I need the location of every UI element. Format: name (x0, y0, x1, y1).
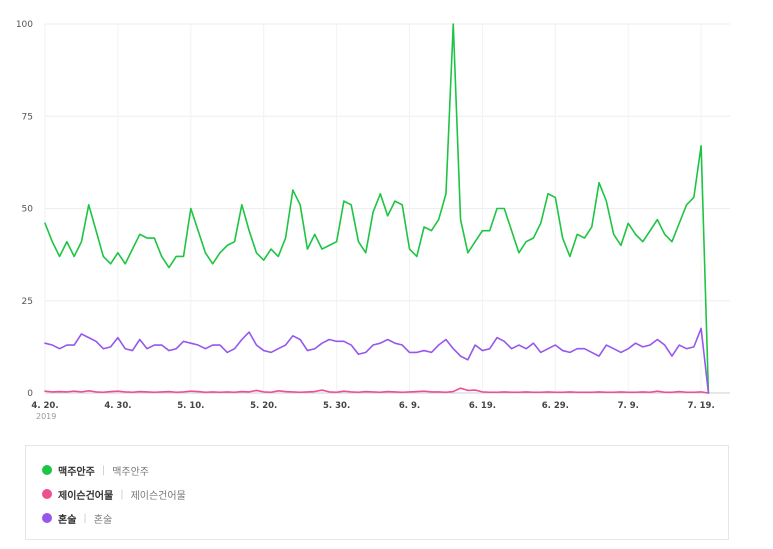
x-tick-label: 7. 19. (688, 401, 715, 411)
series-line-1[interactable] (44, 23, 710, 394)
legend-dot-icon (42, 513, 52, 523)
x-tick-label: 5. 20. (250, 401, 277, 411)
x-tick-label: 6. 29. (542, 401, 569, 411)
line-chart: 0 25 50 75 100 4. 20.2019 4. 30. 5. 10. 5. 20. 5.… (16, 20, 730, 421)
x-year-label: 2019 (36, 412, 56, 421)
legend-series-name: 맥주안주 (58, 466, 95, 478)
series-line-3[interactable] (44, 327, 710, 394)
legend-series-description: 혼술 (93, 514, 113, 526)
legend-series-name: 혼술 (58, 514, 77, 526)
legend-dot-icon (42, 465, 52, 475)
y-tick-label: 100 (16, 20, 33, 30)
x-tick-label: 5. 30. (323, 401, 350, 411)
legend-series-description: 제이슨건어물 (130, 490, 186, 502)
x-tick-label: 7. 9. (618, 401, 639, 411)
x-tick-label: 6. 19. (469, 401, 496, 411)
axis-labels: 0 25 50 75 100 4. 20.2019 4. 30. 5. 10. 5. 20. 5.… (16, 20, 715, 421)
legend-separator: | (83, 512, 87, 524)
grid-lines (44, 23, 730, 394)
legend-separator: | (120, 488, 124, 500)
legend-item-series-1[interactable]: 맥주안주 | 맥주안주 (42, 462, 149, 478)
x-tick-label: 6. 9. (399, 401, 420, 411)
y-tick-label: 0 (27, 389, 33, 399)
x-tick-label: 4. 20. (31, 401, 58, 411)
series-line-2[interactable] (44, 387, 710, 394)
legend-series-description: 맥주안주 (112, 466, 149, 478)
legend-series-name: 제이슨건어물 (58, 490, 114, 502)
x-tick-label: 4. 30. (104, 401, 131, 411)
legend-separator: | (101, 464, 106, 476)
series-lines (44, 23, 710, 394)
x-tick-label: 5. 10. (177, 401, 204, 411)
legend: 맥주안주 | 맥주안주 제이슨건어물 | 제이슨건어물 혼술 | 혼술 (25, 445, 729, 540)
legend-item-series-3[interactable]: 혼술 | 혼술 (42, 510, 112, 526)
legend-dot-icon (42, 489, 52, 499)
y-tick-label: 50 (22, 205, 34, 215)
legend-item-series-2[interactable]: 제이슨건어물 | 제이슨건어물 (42, 486, 186, 502)
y-tick-label: 75 (22, 112, 33, 122)
y-tick-label: 25 (22, 297, 33, 307)
